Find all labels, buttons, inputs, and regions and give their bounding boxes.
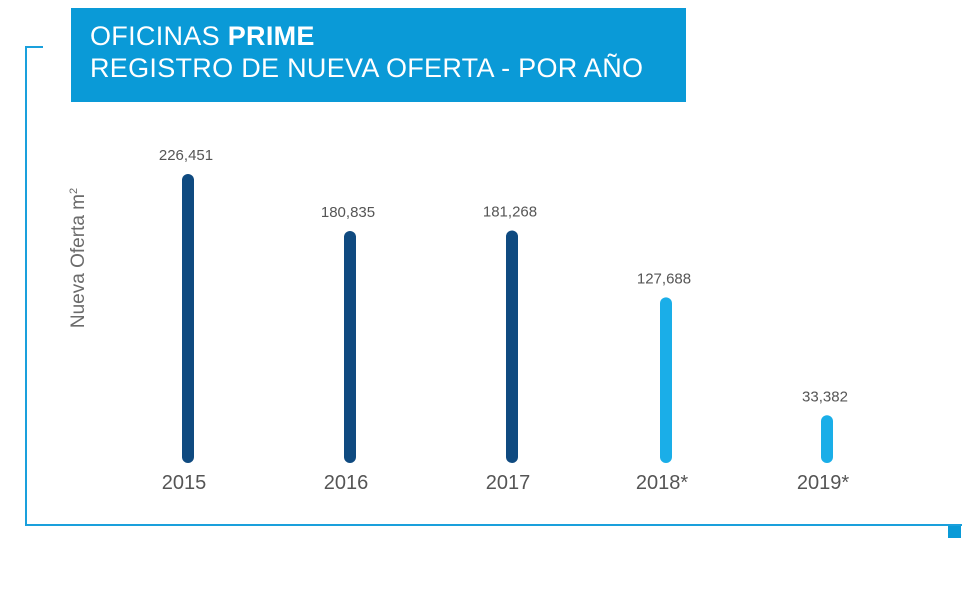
bar-2018-est — [660, 297, 672, 463]
title-box: OFICINAS PRIME REGISTRO DE NUEVA OFERTA … — [71, 8, 686, 102]
bar-2019-est — [821, 415, 833, 463]
frame-left-line — [25, 46, 27, 526]
frame-bottom-line — [25, 524, 962, 526]
bar-2015 — [182, 174, 194, 463]
chart-title: OFICINAS PRIME — [90, 20, 686, 52]
title-prefix: OFICINAS — [90, 21, 228, 51]
value-label-2017: 181,268 — [483, 203, 537, 220]
bar-2017 — [506, 230, 518, 463]
x-tick-label-2018-est: 2018* — [636, 472, 688, 494]
x-tick-label-2016: 2016 — [324, 472, 369, 494]
x-tick-label-2019-est: 2019* — [797, 472, 849, 494]
x-tick-label-2015: 2015 — [162, 472, 207, 494]
bar-2016 — [344, 231, 356, 463]
title-bold: PRIME — [227, 21, 315, 51]
value-label-2015: 226,451 — [159, 147, 213, 164]
value-label-2016: 180,835 — [321, 204, 375, 221]
x-tick-label-2017: 2017 — [486, 472, 531, 494]
chart-subtitle: REGISTRO DE NUEVA OFERTA - POR AÑO — [90, 53, 644, 83]
frame-top-tick — [25, 46, 43, 48]
value-label-2018-est: 127,688 — [637, 270, 691, 287]
value-label-2019-est: 33,382 — [802, 388, 848, 405]
corner-square-marker — [948, 526, 961, 538]
